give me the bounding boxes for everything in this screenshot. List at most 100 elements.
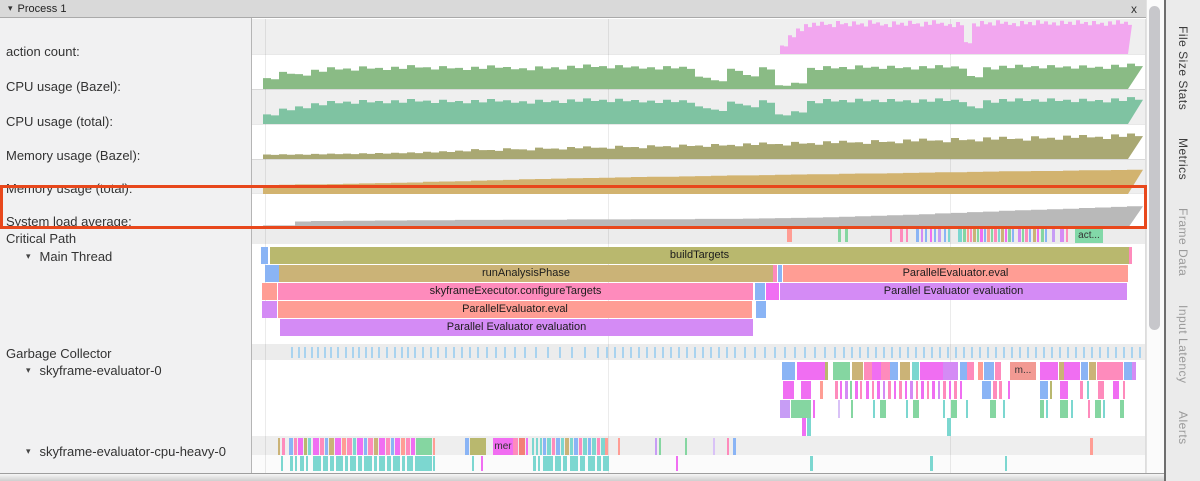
trace-slice[interactable] <box>597 456 601 471</box>
critical-path-slice[interactable] <box>930 229 932 242</box>
critical-path-slice[interactable] <box>921 229 923 242</box>
critical-path-slice[interactable] <box>1025 229 1028 242</box>
trace-slice[interactable] <box>1046 400 1048 418</box>
trace-slice[interactable] <box>954 381 957 399</box>
trace-slice[interactable] <box>386 438 390 455</box>
trace-slice[interactable] <box>851 400 853 418</box>
gc-event-tick[interactable] <box>794 347 796 358</box>
trace-slice[interactable] <box>313 456 321 471</box>
trace-slice[interactable] <box>526 438 528 455</box>
trace-slice[interactable] <box>967 362 974 380</box>
critical-path-slice[interactable] <box>987 229 990 242</box>
trace-slice[interactable] <box>943 362 958 380</box>
gc-event-tick[interactable] <box>1051 347 1053 358</box>
trace-slice[interactable] <box>533 456 536 471</box>
gc-event-tick[interactable] <box>1011 347 1013 358</box>
thread-row-skyframe-evaluator-0[interactable]: ▾ skyframe-evaluator-0 <box>26 363 162 378</box>
trace-slice[interactable] <box>320 438 324 455</box>
gc-event-tick[interactable] <box>923 347 925 358</box>
trace-slice[interactable] <box>1103 400 1105 418</box>
tab-file-size-stats[interactable]: File Size Stats <box>1176 26 1190 111</box>
gc-event-tick[interactable] <box>407 347 409 358</box>
trace-slice[interactable] <box>513 438 518 455</box>
trace-slice[interactable] <box>1090 438 1093 455</box>
gc-event-tick[interactable] <box>371 347 373 358</box>
critical-path-slice[interactable] <box>900 229 903 242</box>
trace-slice[interactable] <box>676 456 678 471</box>
critical-path-slice[interactable] <box>948 229 950 242</box>
gc-event-tick[interactable] <box>814 347 816 358</box>
trace-slice[interactable] <box>465 438 469 455</box>
trace-slice[interactable] <box>262 301 277 318</box>
process-close-button[interactable]: x <box>1131 2 1137 16</box>
trace-slice[interactable] <box>982 381 991 399</box>
trace-slice[interactable] <box>906 400 908 418</box>
gc-event-tick[interactable] <box>298 347 300 358</box>
trace-slice[interactable] <box>295 456 297 471</box>
gc-event-tick[interactable] <box>445 347 447 358</box>
tab-alerts[interactable]: Alerts <box>1176 411 1190 445</box>
trace-slice[interactable] <box>306 456 308 471</box>
trace-slice[interactable] <box>873 400 875 418</box>
trace-slice[interactable] <box>1098 381 1104 399</box>
trace-slice[interactable] <box>1081 362 1088 380</box>
trace-slice[interactable]: Parallel Evaluator evaluation <box>280 319 753 336</box>
gc-event-tick[interactable] <box>955 347 957 358</box>
counter-chart-3[interactable] <box>0 124 1146 159</box>
trace-slice[interactable] <box>943 381 946 399</box>
trace-slice[interactable] <box>685 438 687 455</box>
trace-slice[interactable] <box>864 362 872 380</box>
trace-slice[interactable] <box>588 456 595 471</box>
critical-path-slice[interactable] <box>838 229 841 242</box>
trace-slice[interactable] <box>603 456 609 471</box>
trace-slice[interactable] <box>391 438 394 455</box>
critical-path-slice[interactable] <box>958 229 962 242</box>
process-collapse-triangle-icon[interactable]: ▾ <box>8 3 13 13</box>
trace-slice[interactable] <box>951 400 957 418</box>
gc-event-tick[interactable] <box>834 347 836 358</box>
gc-event-tick[interactable] <box>1059 347 1061 358</box>
trace-slice[interactable] <box>618 438 620 455</box>
trace-slice[interactable] <box>605 438 608 455</box>
critical-path-slice[interactable] <box>973 229 976 242</box>
cpu-heavy-track2[interactable] <box>252 455 1146 473</box>
trace-slice[interactable] <box>993 381 997 399</box>
critical-path-slice[interactable] <box>925 229 927 242</box>
trace-slice[interactable] <box>990 400 996 418</box>
thread-row-main-thread[interactable]: ▾ Main Thread <box>26 249 112 264</box>
gc-event-tick[interactable] <box>1123 347 1125 358</box>
trace-slice[interactable] <box>597 438 600 455</box>
trace-slice[interactable] <box>565 438 569 455</box>
trace-slice[interactable] <box>345 456 348 471</box>
trace-slice[interactable] <box>335 438 341 455</box>
trace-slice[interactable] <box>407 456 413 471</box>
critical-path-slice[interactable] <box>934 229 936 242</box>
trace-slice[interactable] <box>308 438 311 455</box>
trace-slice[interactable] <box>888 381 891 399</box>
critical-path-slice[interactable] <box>1033 229 1036 242</box>
gc-event-tick[interactable] <box>365 347 367 358</box>
trace-slice[interactable] <box>481 456 483 471</box>
trace-slice[interactable] <box>336 456 343 471</box>
gc-event-tick[interactable] <box>597 347 599 358</box>
collapse-triangle-icon[interactable]: ▾ <box>26 365 31 375</box>
horizontal-scrollbar[interactable] <box>0 473 1164 481</box>
trace-slice[interactable] <box>265 265 279 282</box>
gc-event-tick[interactable] <box>401 347 403 358</box>
gc-event-tick[interactable] <box>1107 347 1109 358</box>
critical-path-slice[interactable] <box>1018 229 1021 242</box>
gc-event-tick[interactable] <box>547 347 549 358</box>
trace-slice[interactable] <box>835 381 838 399</box>
trace-slice[interactable] <box>894 381 896 399</box>
gc-event-tick[interactable] <box>504 347 506 358</box>
critical-path-slice[interactable] <box>991 229 993 242</box>
trace-slice[interactable] <box>364 456 372 471</box>
critical-path-slice[interactable] <box>944 229 946 242</box>
critical-path-slice[interactable] <box>1029 229 1031 242</box>
gc-event-tick[interactable] <box>764 347 766 358</box>
trace-slice[interactable] <box>555 456 561 471</box>
trace-slice[interactable] <box>1097 362 1123 380</box>
trace-slice[interactable] <box>374 456 377 471</box>
critical-path-slice[interactable] <box>916 229 919 242</box>
trace-slice[interactable] <box>883 381 885 399</box>
